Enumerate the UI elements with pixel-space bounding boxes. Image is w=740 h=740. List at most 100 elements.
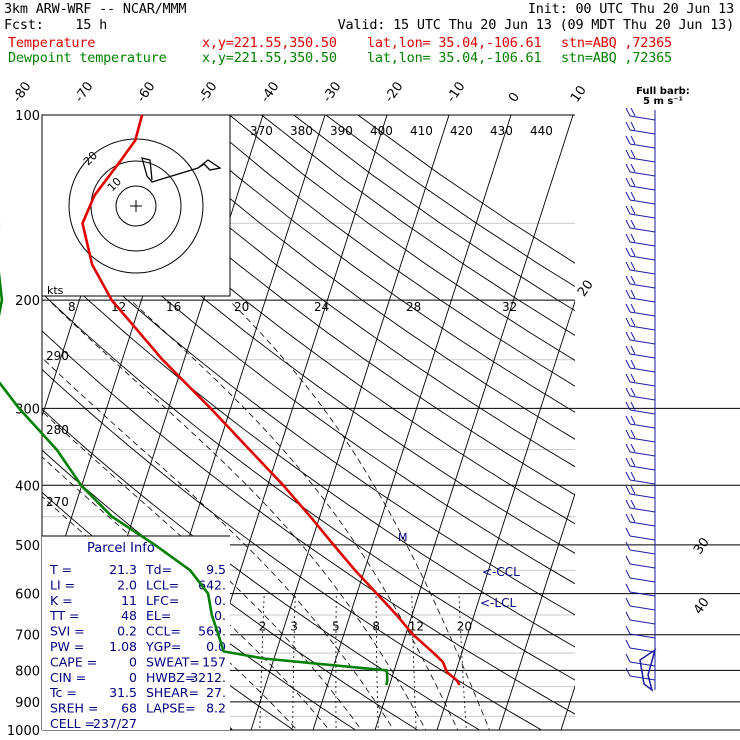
theta-label: 440	[530, 124, 553, 138]
wind-barb-flag	[630, 289, 636, 299]
parcel-key: LFC=	[146, 593, 179, 608]
isotherm-label: -80	[10, 79, 34, 105]
wind-barb	[629, 381, 656, 387]
parcel-value: 2.0	[117, 577, 137, 592]
wind-barb-flag	[625, 583, 631, 593]
dry-adiabat	[42, 368, 543, 730]
mixing-ratio-line	[259, 593, 265, 730]
theta-label: 410	[410, 124, 433, 138]
wind-barb-flag	[625, 569, 631, 579]
wind-barb	[629, 199, 656, 205]
wind-barb	[629, 465, 656, 471]
parcel-key: T =	[49, 562, 72, 577]
wind-barb-flag	[625, 667, 631, 677]
pressure-tick-label: 200	[15, 294, 40, 309]
wind-barb	[629, 269, 656, 275]
init-time: Init: 00 UTC Thu 20 Jun 13	[527, 1, 734, 17]
wind-barb-flag	[625, 205, 631, 215]
wind-barb-flag	[625, 233, 631, 243]
wind-barb	[629, 647, 656, 653]
wind-barb	[629, 115, 656, 121]
hodo-trace	[141, 157, 222, 183]
parcel-key: K =	[50, 593, 73, 608]
wind-barb-flag	[625, 597, 631, 607]
wind-barb	[629, 521, 656, 527]
wind-barb	[629, 409, 656, 415]
wind-barb	[629, 591, 656, 597]
theta-label: 400	[370, 124, 393, 138]
dry-adiabat	[42, 151, 575, 554]
mixing-ratio-label: 3	[290, 620, 298, 634]
moist-adiabat	[42, 357, 395, 730]
wind-barb-flag	[625, 247, 631, 257]
parcel-value: 48	[121, 608, 137, 623]
wind-barb-flag	[625, 415, 631, 425]
moist-adiabat	[228, 299, 490, 730]
wind-barb-flag	[630, 149, 636, 159]
mixing-ratio-line	[411, 593, 417, 730]
wind-barb-flag	[625, 499, 631, 509]
wind-barb-flag	[625, 149, 631, 159]
lcl-annotation: <-LCL	[480, 596, 516, 610]
wind-barb-flag	[630, 457, 636, 467]
parcel-key: CELL =	[50, 716, 95, 731]
wind-barb-flag	[630, 135, 636, 145]
hodo-speed-label: 16	[166, 300, 181, 314]
hodo-speed-label: 20	[234, 300, 249, 314]
wind-barb-flag	[625, 625, 631, 635]
wind-barb-flag	[630, 107, 636, 117]
wind-barbs: Full barb:5 m s⁻¹	[625, 86, 690, 692]
theta-label: 390	[330, 124, 353, 138]
temperature-legend-label: Temperature	[8, 35, 96, 51]
wind-barb-flag	[625, 555, 631, 565]
dry-adiabat	[42, 220, 575, 616]
hodo-unit-label: kts	[47, 284, 64, 297]
wind-barb-flag	[630, 247, 636, 257]
wind-barb-flag	[630, 373, 636, 383]
isotherm-line	[0, 115, 15, 730]
dry-adiabat	[42, 119, 575, 525]
height-label: 270	[46, 495, 69, 509]
wind-barb-flag	[630, 275, 636, 285]
wind-barb-flag	[625, 191, 631, 201]
moist-adiabat	[42, 495, 298, 730]
isotherm-label: -10	[444, 79, 468, 105]
dewpoint-line	[0, 222, 389, 686]
wind-barb-flag	[630, 261, 636, 271]
parcel-key: CCL=	[146, 624, 181, 639]
parcel-value: 31.5	[109, 685, 137, 700]
wind-barb-flag	[630, 485, 636, 495]
dewpoint-station: stn=ABQ ,72365	[561, 50, 672, 66]
wind-barb-flag	[630, 429, 636, 439]
isotherm-label: 30	[691, 535, 713, 557]
pressure-tick-label: 500	[15, 539, 40, 554]
isotherm-line	[498, 492, 575, 730]
sounding-series	[0, 114, 461, 686]
pressure-tick-label: 400	[15, 479, 40, 494]
wind-barb	[629, 143, 656, 149]
mixing-ratio-label: 2	[259, 620, 267, 634]
wind-barb	[629, 325, 656, 331]
wind-barb	[629, 451, 656, 457]
wind-barb-flag	[630, 177, 636, 187]
wind-barb-flag	[625, 345, 631, 355]
dry-adiabat	[42, 292, 575, 681]
parcel-key: Tc =	[49, 685, 77, 700]
parcel-title: Parcel Info	[87, 541, 155, 556]
pressure-tick-label: 600	[15, 588, 40, 603]
wind-barb-flag	[625, 289, 631, 299]
wind-barb-flag	[625, 429, 631, 439]
parcel-value: 157	[202, 654, 226, 669]
dewpoint-xy: x,y=221.55,350.50	[202, 50, 337, 66]
wind-barb	[629, 605, 656, 611]
mixing-ratio-line	[292, 593, 296, 730]
wind-barb-flag	[630, 191, 636, 201]
wind-barb-flag	[625, 611, 631, 621]
wind-barb	[629, 493, 656, 499]
wind-barb	[629, 367, 656, 373]
parcel-key: CAPE =	[50, 654, 97, 669]
temperature-xy: x,y=221.55,350.50	[202, 35, 337, 51]
wind-barb-flag	[630, 205, 636, 215]
wind-barb-flag	[630, 415, 636, 425]
